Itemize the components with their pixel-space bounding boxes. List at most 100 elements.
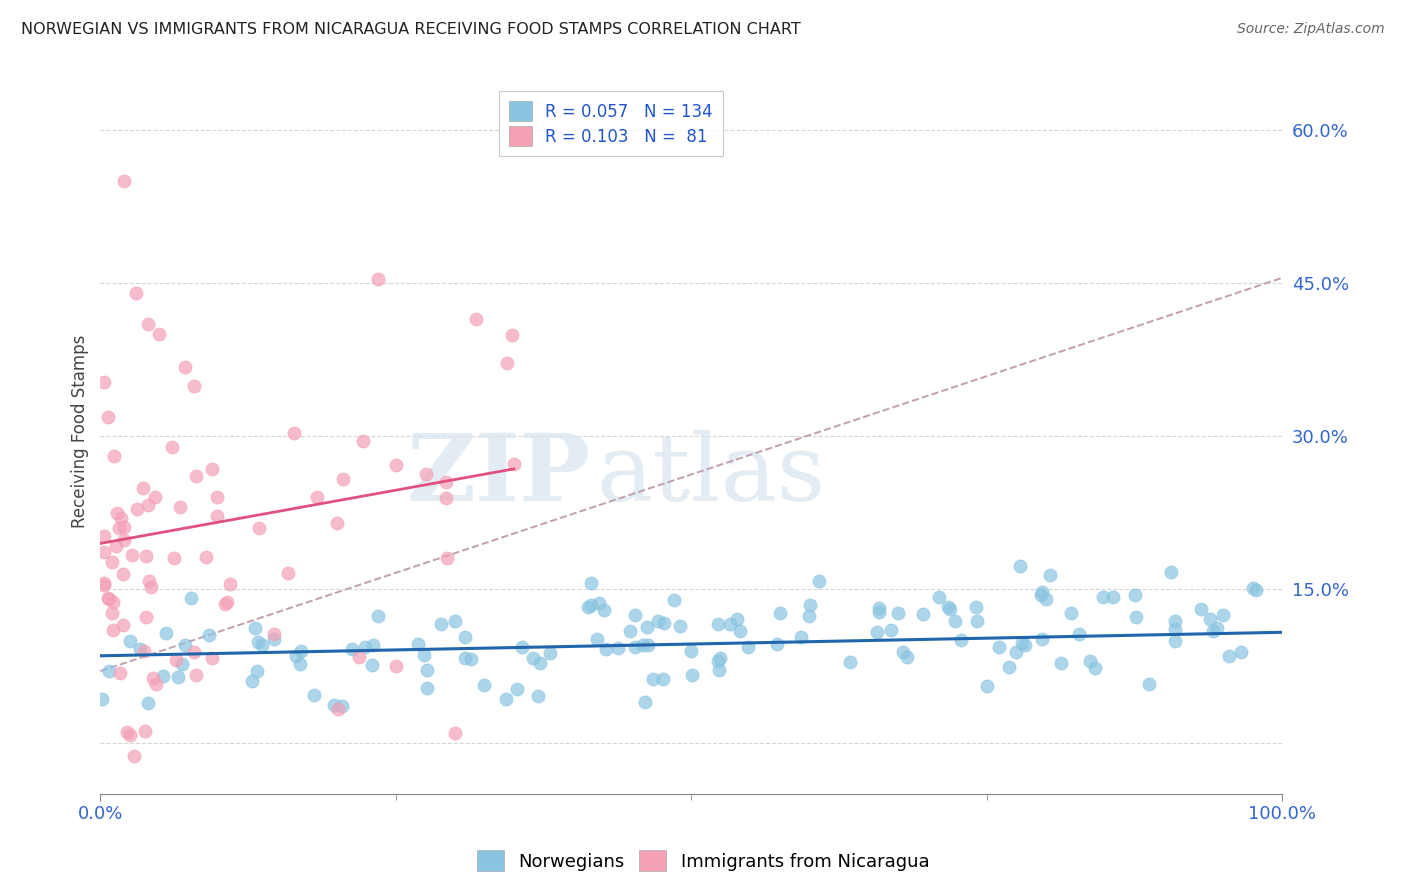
- Point: [141, 581, 163, 595]
- Point: [142, 671, 165, 685]
- Point: [117, 725, 139, 739]
- Point: [1212, 607, 1234, 622]
- Point: [1080, 655, 1102, 669]
- Point: [148, 327, 170, 342]
- Point: [97, 409, 120, 424]
- Point: [443, 726, 465, 740]
- Point: [218, 577, 240, 591]
- Point: [444, 614, 467, 628]
- Point: [183, 379, 205, 393]
- Point: [240, 673, 263, 688]
- Point: [623, 607, 645, 622]
- Point: [112, 520, 135, 534]
- Point: [976, 679, 998, 693]
- Point: [122, 749, 145, 764]
- Point: [138, 696, 160, 710]
- Point: [579, 598, 602, 612]
- Point: [1218, 649, 1240, 664]
- Point: [737, 640, 759, 654]
- Point: [143, 491, 166, 505]
- Point: [501, 328, 523, 343]
- Point: [1011, 636, 1033, 650]
- Point: [965, 599, 987, 614]
- Point: [434, 491, 457, 505]
- Point: [1123, 588, 1146, 602]
- Point: [108, 520, 131, 534]
- Legend: R = 0.057   N = 134, R = 0.103   N =  81: R = 0.057 N = 134, R = 0.103 N = 81: [499, 91, 723, 156]
- Point: [1014, 638, 1036, 652]
- Text: Source: ZipAtlas.com: Source: ZipAtlas.com: [1237, 22, 1385, 37]
- Point: [527, 690, 550, 704]
- Point: [636, 620, 658, 634]
- Point: [121, 548, 143, 562]
- Point: [413, 648, 436, 662]
- Point: [97, 591, 120, 605]
- Point: [416, 681, 439, 696]
- Point: [112, 566, 135, 581]
- Point: [97, 591, 120, 606]
- Point: [997, 660, 1019, 674]
- Point: [1137, 677, 1160, 691]
- Point: [332, 699, 354, 714]
- Point: [1035, 592, 1057, 607]
- Point: [436, 550, 458, 565]
- Point: [172, 657, 194, 672]
- Point: [1039, 567, 1062, 582]
- Point: [101, 606, 124, 620]
- Point: [619, 624, 641, 638]
- Point: [167, 670, 190, 684]
- Point: [131, 481, 153, 495]
- Point: [728, 624, 751, 638]
- Point: [195, 550, 218, 565]
- Point: [1102, 590, 1125, 604]
- Point: [1084, 660, 1107, 674]
- Point: [361, 638, 384, 652]
- Point: [207, 509, 229, 524]
- Point: [637, 638, 659, 652]
- Point: [880, 623, 903, 637]
- Point: [288, 657, 311, 671]
- Point: [326, 701, 349, 715]
- Point: [706, 655, 728, 669]
- Point: [647, 614, 669, 628]
- Point: [283, 425, 305, 440]
- Point: [104, 539, 127, 553]
- Point: [506, 681, 529, 696]
- Point: [887, 606, 910, 620]
- Point: [1163, 633, 1185, 648]
- Point: [112, 533, 135, 547]
- Point: [768, 606, 790, 620]
- Point: [184, 668, 207, 682]
- Point: [135, 609, 157, 624]
- Point: [112, 617, 135, 632]
- Point: [163, 551, 186, 566]
- Point: [988, 640, 1011, 654]
- Point: [588, 596, 610, 610]
- Point: [246, 635, 269, 649]
- Point: [472, 678, 495, 692]
- Y-axis label: Receiving Food Stamps: Receiving Food Stamps: [72, 334, 89, 528]
- Point: [165, 653, 187, 667]
- Point: [145, 677, 167, 691]
- Point: [495, 692, 517, 706]
- Point: [725, 612, 748, 626]
- Point: [263, 632, 285, 646]
- Point: [201, 461, 224, 475]
- Point: [664, 593, 686, 607]
- Point: [93, 375, 115, 389]
- Point: [789, 631, 811, 645]
- Point: [579, 576, 602, 591]
- Point: [125, 286, 148, 301]
- Point: [576, 599, 599, 614]
- Point: [103, 449, 125, 463]
- Point: [631, 638, 654, 652]
- Point: [201, 651, 224, 665]
- Point: [1031, 588, 1053, 602]
- Point: [367, 272, 389, 286]
- Point: [325, 516, 347, 531]
- Point: [415, 467, 437, 481]
- Point: [1049, 656, 1071, 670]
- Point: [174, 360, 197, 375]
- Point: [246, 665, 269, 679]
- Point: [120, 728, 142, 742]
